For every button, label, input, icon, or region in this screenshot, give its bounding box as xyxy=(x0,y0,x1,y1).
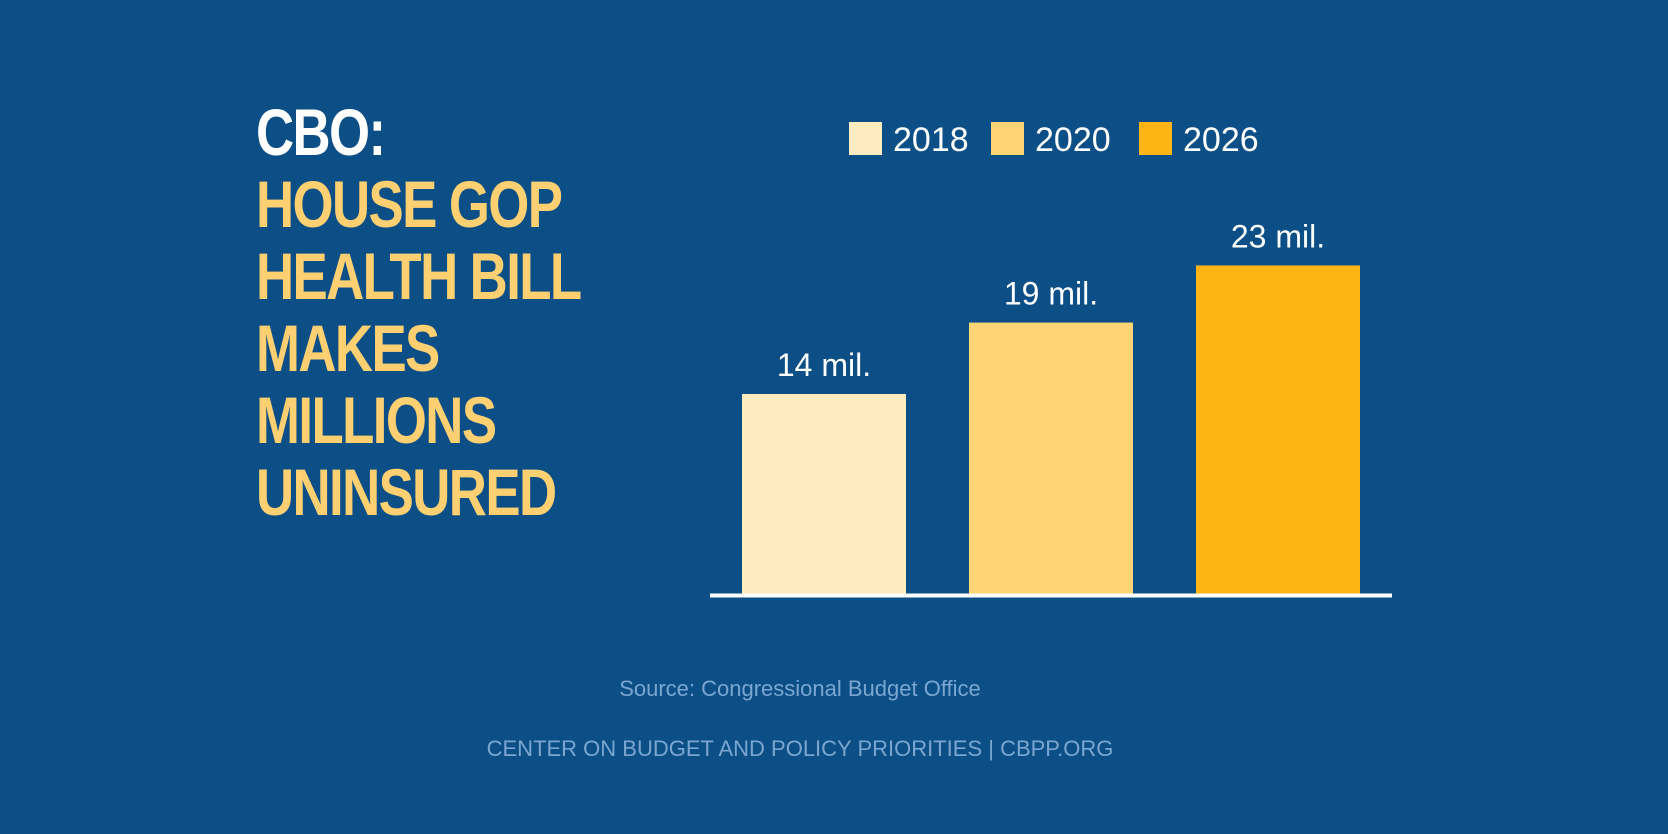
data-label-2026: 23 mil. xyxy=(1231,218,1325,254)
headline-lead: CBO: xyxy=(256,95,386,169)
headline-line-2: HEALTH BILL xyxy=(256,239,582,313)
legend-swatch-2026 xyxy=(1139,122,1172,155)
legend-label-2018: 2018 xyxy=(893,121,969,159)
legend-label-2020: 2020 xyxy=(1035,121,1111,159)
legend-label-2026: 2026 xyxy=(1183,121,1259,159)
bar-2026 xyxy=(1196,265,1360,594)
legend-swatch-2020 xyxy=(991,122,1024,155)
headline: CBO: HOUSE GOP HEALTH BILL MAKES MILLION… xyxy=(256,95,582,529)
legend-swatch-2018 xyxy=(849,122,882,155)
data-label-2020: 19 mil. xyxy=(1004,276,1098,312)
source-note: Source: Congressional Budget Office xyxy=(619,676,981,701)
bar-2020 xyxy=(969,322,1133,594)
headline-line-3: MAKES xyxy=(256,311,440,385)
data-label-2018: 14 mil. xyxy=(777,347,871,383)
footer-credit: CENTER ON BUDGET AND POLICY PRIORITIES |… xyxy=(486,736,1114,761)
headline-line-4: MILLIONS xyxy=(256,383,497,457)
headline-line-1: HOUSE GOP xyxy=(256,167,563,241)
bar-2018 xyxy=(742,393,906,594)
headline-line-5: UNINSURED xyxy=(256,455,557,529)
